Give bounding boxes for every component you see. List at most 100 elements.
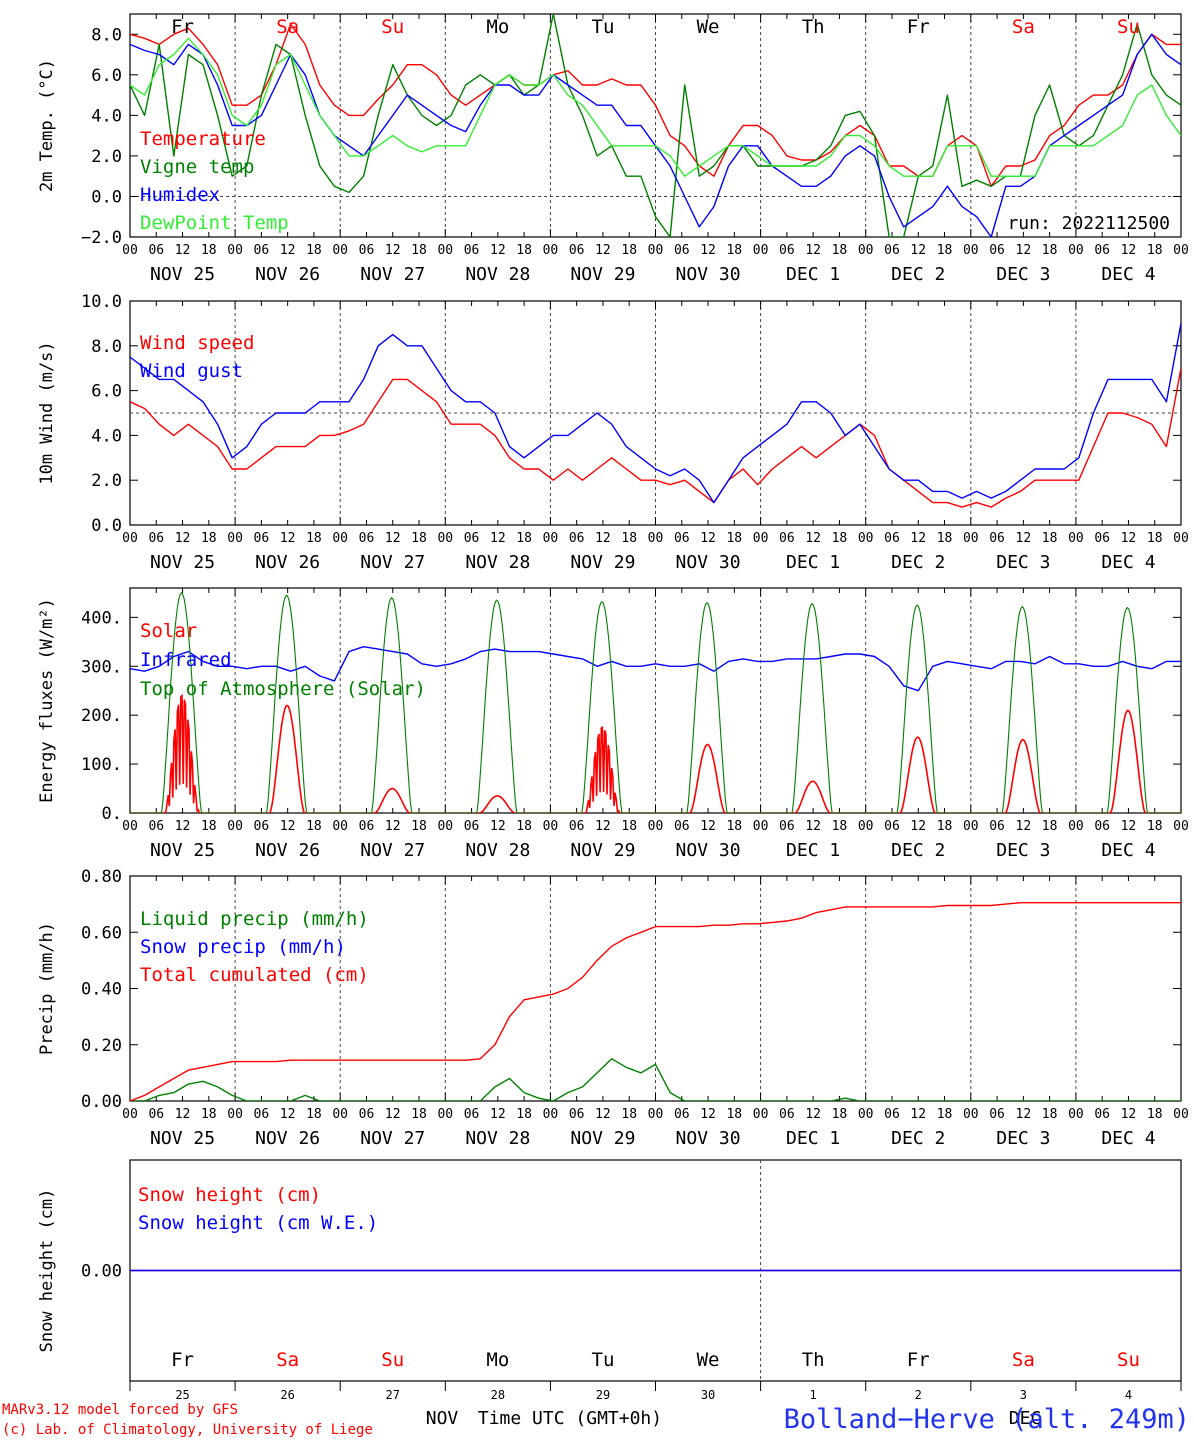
x-hour-label: 18: [937, 819, 953, 834]
x-date-label: NOV 28: [465, 1128, 530, 1149]
weekday-label: Tu: [592, 16, 615, 38]
weekday-label: Su: [1117, 16, 1140, 38]
weekday-label: We: [697, 16, 720, 38]
legend-wind-gust: Wind gust: [140, 360, 243, 382]
y-tick-label: 8.0: [91, 25, 122, 45]
x-hour-label: 12: [1121, 1107, 1137, 1122]
x-date-label: NOV 30: [676, 552, 741, 573]
x-date-label: DEC 3: [996, 840, 1050, 861]
x-hour-label: 18: [306, 1107, 322, 1122]
y-axis-label: Energy fluxes (W/m²): [37, 598, 57, 803]
x-hour-label: 00: [963, 531, 979, 546]
x-hour-label: 18: [621, 243, 637, 258]
x-hour-label: 00: [753, 1107, 769, 1122]
y-axis-label: Precip (mm/h): [37, 922, 57, 1055]
bottom-day-number: 27: [386, 1388, 400, 1402]
weekday-label: Sa: [276, 1349, 299, 1371]
series-solar: [130, 693, 1181, 813]
x-hour-label: 06: [464, 1107, 480, 1122]
x-hour-label: 12: [805, 531, 821, 546]
x-hour-label: 12: [385, 531, 401, 546]
legend-humidex: Humidex: [140, 184, 220, 206]
series-wind-speed: [130, 368, 1181, 508]
bottom-month-label: NOV: [426, 1408, 459, 1429]
x-hour-label: 18: [726, 531, 742, 546]
y-tick-label: 10.0: [81, 292, 122, 312]
x-hour-label: 00: [437, 1107, 453, 1122]
x-date-label: NOV 29: [570, 840, 635, 861]
weekday-label: Mo: [486, 16, 509, 38]
y-tick-label: 0.: [102, 804, 122, 824]
legend-dewpoint-temp: DewPoint Temp: [140, 212, 289, 234]
x-date-label: NOV 27: [360, 840, 425, 861]
x-hour-label: 06: [674, 1107, 690, 1122]
x-hour-label: 18: [937, 243, 953, 258]
x-hour-label: 00: [753, 819, 769, 834]
panel-4: 00 06 12 18 00 06 12 18 00 06 12 18 00 06 12 18 00 06 12 18…: [37, 867, 1189, 1149]
x-hour-label: 00: [858, 243, 874, 258]
x-hour-label: 18: [1042, 531, 1058, 546]
x-hour-label: 18: [937, 531, 953, 546]
x-hour-label: 18: [516, 531, 532, 546]
series-group: [130, 14, 1181, 237]
weekday-label: Su: [381, 1349, 404, 1371]
x-hour-label: 12: [1016, 1107, 1032, 1122]
x-hour-label: 06: [569, 1107, 585, 1122]
x-hour-label: 06: [569, 819, 585, 834]
x-hour-label: 12: [910, 531, 926, 546]
x-hour-label: 00: [1068, 243, 1084, 258]
x-hour-label: 00: [963, 819, 979, 834]
x-hour-label: 00: [648, 1107, 664, 1122]
x-hour-label: 00: [543, 531, 559, 546]
y-tick-label: 0.00: [81, 1092, 122, 1112]
y-tick-label: 0.60: [81, 923, 122, 943]
x-hour-label: 18: [201, 531, 217, 546]
x-date-label: NOV 26: [255, 840, 320, 861]
x-date-label: NOV 28: [465, 840, 530, 861]
legend-total-cumulated-cm: Total cumulated (cm): [140, 964, 369, 986]
x-date-label: NOV 27: [360, 1128, 425, 1149]
x-hour-label: 12: [1121, 531, 1137, 546]
x-date-label: DEC 4: [1101, 552, 1155, 573]
x-date-label: DEC 2: [891, 264, 945, 285]
legend-snow-height-cm: Snow height (cm): [138, 1184, 321, 1206]
legend-snow-precip-mm-h: Snow precip (mm/h): [140, 936, 346, 958]
x-hour-label: 00: [437, 819, 453, 834]
y-tick-label: 4.0: [91, 106, 122, 126]
x-hour-label: 18: [1042, 1107, 1058, 1122]
x-hour-label: 06: [779, 1107, 795, 1122]
x-hour-label: 06: [1094, 1107, 1110, 1122]
x-hour-label: 12: [490, 819, 506, 834]
y-axis-label: 10m Wind (m/s): [37, 341, 57, 484]
x-date-label: NOV 30: [676, 1128, 741, 1149]
y-axis-label: 2m Temp. (°C): [37, 59, 57, 192]
x-hour-label: 06: [1094, 819, 1110, 834]
x-date-label: DEC 2: [891, 1128, 945, 1149]
x-hour-label: 06: [359, 1107, 375, 1122]
x-hour-label: 12: [910, 243, 926, 258]
series-vigne-temp: [130, 14, 1181, 237]
x-hour-label: 12: [175, 531, 191, 546]
x-date-label: NOV 26: [255, 1128, 320, 1149]
x-hour-label: 06: [148, 819, 164, 834]
x-hour-label: 00: [332, 243, 348, 258]
x-hour-label: 00: [1173, 243, 1189, 258]
bottom-day-number: 2: [915, 1388, 922, 1402]
x-hour-label: 12: [595, 243, 611, 258]
x-hour-label: 12: [175, 243, 191, 258]
panel-1: 00 06 12 18 00 06 12 18 00 06 12 18 00 06 12 18 00 06 12 18…: [37, 13, 1189, 285]
y-tick-label: 8.0: [91, 337, 122, 357]
x-hour-label: 00: [1068, 531, 1084, 546]
x-date-label: NOV 26: [255, 552, 320, 573]
x-hour-label: 00: [858, 819, 874, 834]
x-hour-label: 18: [516, 819, 532, 834]
x-date-label: DEC 2: [891, 552, 945, 573]
weekday-label: Sa: [276, 16, 299, 38]
x-hour-label: 06: [254, 1107, 270, 1122]
y-tick-label: 6.0: [91, 382, 122, 402]
x-hour-label: 06: [359, 243, 375, 258]
x-hour-label: 12: [280, 243, 296, 258]
bottom-day-number: 30: [701, 1388, 715, 1402]
bottom-day-number: 1: [810, 1388, 817, 1402]
